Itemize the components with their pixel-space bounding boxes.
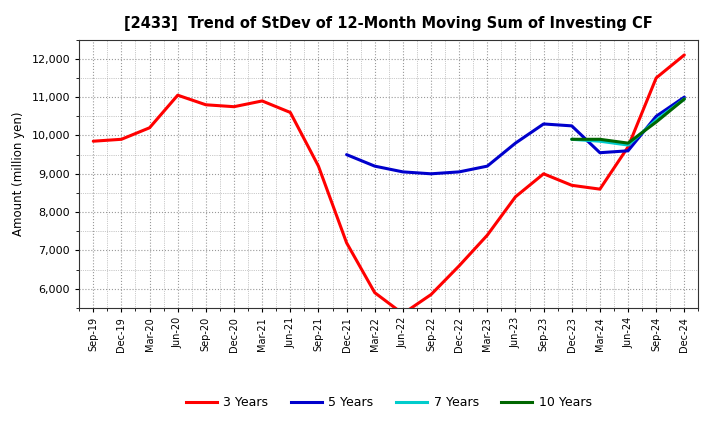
3 Years — [427, 292, 436, 297]
3 Years — [314, 164, 323, 169]
10 Years — [652, 119, 660, 125]
Legend: 3 Years, 5 Years, 7 Years, 10 Years: 3 Years, 5 Years, 7 Years, 10 Years — [181, 392, 597, 414]
Line: 10 Years: 10 Years — [572, 99, 684, 143]
7 Years — [595, 139, 604, 144]
5 Years — [595, 150, 604, 155]
3 Years — [511, 194, 520, 199]
3 Years — [145, 125, 154, 130]
3 Years — [595, 187, 604, 192]
5 Years — [539, 121, 548, 127]
3 Years — [174, 92, 182, 98]
Title: [2433]  Trend of StDev of 12-Month Moving Sum of Investing CF: [2433] Trend of StDev of 12-Month Moving… — [125, 16, 653, 32]
Line: 7 Years: 7 Years — [572, 99, 684, 145]
5 Years — [511, 140, 520, 146]
3 Years — [117, 137, 126, 142]
3 Years — [370, 290, 379, 295]
3 Years — [89, 139, 98, 144]
7 Years — [680, 96, 688, 102]
10 Years — [567, 137, 576, 142]
3 Years — [230, 104, 238, 109]
5 Years — [370, 164, 379, 169]
Line: 5 Years: 5 Years — [346, 97, 684, 174]
5 Years — [399, 169, 408, 175]
5 Years — [427, 171, 436, 176]
5 Years — [455, 169, 464, 175]
7 Years — [652, 117, 660, 123]
10 Years — [595, 137, 604, 142]
3 Years — [342, 240, 351, 246]
3 Years — [286, 110, 294, 115]
3 Years — [539, 171, 548, 176]
3 Years — [258, 98, 266, 103]
5 Years — [624, 148, 632, 154]
5 Years — [680, 95, 688, 100]
10 Years — [680, 96, 688, 102]
3 Years — [202, 102, 210, 107]
3 Years — [455, 263, 464, 268]
3 Years — [652, 75, 660, 81]
Line: 3 Years: 3 Years — [94, 55, 684, 314]
3 Years — [624, 144, 632, 150]
3 Years — [567, 183, 576, 188]
5 Years — [652, 114, 660, 119]
5 Years — [342, 152, 351, 157]
3 Years — [483, 232, 492, 238]
10 Years — [624, 140, 632, 146]
3 Years — [399, 311, 408, 316]
5 Years — [567, 123, 576, 128]
5 Years — [483, 164, 492, 169]
Y-axis label: Amount (million yen): Amount (million yen) — [12, 112, 24, 236]
7 Years — [567, 137, 576, 142]
7 Years — [624, 143, 632, 148]
3 Years — [680, 52, 688, 58]
